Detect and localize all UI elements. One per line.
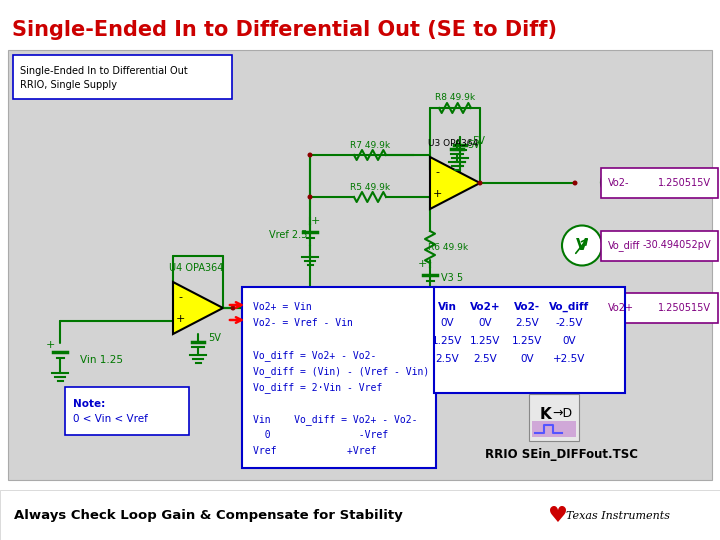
Text: 1.25V: 1.25V <box>512 336 542 346</box>
Text: Vin    Vo_diff = Vo2+ - Vo2-: Vin Vo_diff = Vo2+ - Vo2- <box>253 414 418 425</box>
Text: R8 49.9k: R8 49.9k <box>435 93 475 103</box>
FancyBboxPatch shape <box>601 231 718 260</box>
Text: R6 49.9k: R6 49.9k <box>428 242 468 252</box>
Text: Vo2- = Vref - Vin: Vo2- = Vref - Vin <box>253 318 353 328</box>
Text: 0               -Vref: 0 -Vref <box>253 430 388 440</box>
FancyBboxPatch shape <box>0 490 720 540</box>
FancyBboxPatch shape <box>13 55 232 99</box>
Circle shape <box>572 180 577 186</box>
Text: 0V: 0V <box>562 336 576 346</box>
Text: 0V: 0V <box>478 318 492 328</box>
Polygon shape <box>173 282 223 334</box>
Text: Single-Ended In to Differential Out (SE to Diff): Single-Ended In to Differential Out (SE … <box>12 20 557 40</box>
Text: +: + <box>45 340 55 350</box>
Text: 0V: 0V <box>440 318 454 328</box>
Text: -30.494052pV: -30.494052pV <box>642 240 711 251</box>
Text: Vo_diff: Vo_diff <box>549 302 589 312</box>
FancyBboxPatch shape <box>532 421 576 437</box>
Text: +: + <box>175 314 185 324</box>
Text: V: V <box>576 238 588 253</box>
Text: -: - <box>178 292 182 302</box>
Text: 5V: 5V <box>208 333 221 343</box>
Text: 0 < Vin < Vref: 0 < Vin < Vref <box>73 414 148 424</box>
Text: 2.5V: 2.5V <box>435 354 459 364</box>
Text: Vo_diff = Vo2+ - Vo2-: Vo_diff = Vo2+ - Vo2- <box>253 350 377 361</box>
Text: Vo_diff = 2·Vin - Vref: Vo_diff = 2·Vin - Vref <box>253 382 382 393</box>
Text: Vo_diff = (Vin) - (Vref - Vin): Vo_diff = (Vin) - (Vref - Vin) <box>253 366 429 377</box>
Text: V3 5: V3 5 <box>441 273 463 283</box>
Text: Vin 1.25: Vin 1.25 <box>80 355 123 365</box>
Text: Vo2+ = Vin: Vo2+ = Vin <box>253 302 312 312</box>
FancyBboxPatch shape <box>601 293 718 323</box>
Circle shape <box>572 306 577 310</box>
Circle shape <box>562 226 602 266</box>
Text: R7 49.9k: R7 49.9k <box>350 140 390 150</box>
FancyBboxPatch shape <box>242 287 436 468</box>
Text: Vo2-: Vo2- <box>608 178 629 188</box>
Text: 1.250515V: 1.250515V <box>658 178 711 188</box>
Circle shape <box>307 152 312 158</box>
Circle shape <box>477 180 482 186</box>
Text: -2.5V: -2.5V <box>555 318 582 328</box>
Text: Vref            +Vref: Vref +Vref <box>253 446 377 456</box>
FancyBboxPatch shape <box>601 168 718 198</box>
FancyBboxPatch shape <box>529 394 579 441</box>
Text: Texas Instruments: Texas Instruments <box>566 511 670 521</box>
Text: →D: →D <box>552 407 572 420</box>
Text: Vin: Vin <box>438 302 456 312</box>
Text: (: ( <box>597 173 606 193</box>
Text: R5 49.9k: R5 49.9k <box>350 183 390 192</box>
FancyBboxPatch shape <box>8 50 712 480</box>
Circle shape <box>230 306 235 310</box>
Text: +2.5V: +2.5V <box>553 354 585 364</box>
Text: Vo2-: Vo2- <box>514 302 540 312</box>
Text: RRIO, Single Supply: RRIO, Single Supply <box>20 80 117 90</box>
Text: Vo2+: Vo2+ <box>608 303 634 313</box>
Text: 5V: 5V <box>472 136 485 146</box>
Text: Vo2+: Vo2+ <box>469 302 500 312</box>
FancyBboxPatch shape <box>434 287 625 393</box>
FancyBboxPatch shape <box>65 387 189 435</box>
FancyBboxPatch shape <box>0 0 720 48</box>
Polygon shape <box>430 157 480 209</box>
Text: +: + <box>310 216 320 226</box>
Text: U3 OPA364: U3 OPA364 <box>428 139 478 148</box>
Text: Always Check Loop Gain & Compensate for Stability: Always Check Loop Gain & Compensate for … <box>14 510 402 523</box>
Text: U4 OPA364: U4 OPA364 <box>168 263 223 273</box>
Circle shape <box>307 194 312 199</box>
Text: (: ( <box>597 298 606 318</box>
Text: Vref 2.5: Vref 2.5 <box>269 230 307 240</box>
Text: +: + <box>418 259 427 269</box>
Text: +: + <box>432 189 441 199</box>
Text: 2.5V: 2.5V <box>515 318 539 328</box>
Text: Note:: Note: <box>73 399 105 409</box>
Text: 0V: 0V <box>520 354 534 364</box>
Text: 2.5V: 2.5V <box>473 354 497 364</box>
Text: 1.25V: 1.25V <box>470 336 500 346</box>
Text: Vo_diff: Vo_diff <box>608 240 640 251</box>
Text: 5V: 5V <box>467 140 480 150</box>
Text: -: - <box>435 167 439 177</box>
Text: 1.25V: 1.25V <box>432 336 462 346</box>
Text: Single-Ended In to Differential Out: Single-Ended In to Differential Out <box>20 66 188 76</box>
Text: RRIO SEin_DIFFout.TSC: RRIO SEin_DIFFout.TSC <box>485 448 638 461</box>
Text: ♥: ♥ <box>548 506 568 526</box>
Text: 1.250515V: 1.250515V <box>658 303 711 313</box>
Text: K: K <box>540 407 552 422</box>
Text: -: - <box>420 287 424 297</box>
